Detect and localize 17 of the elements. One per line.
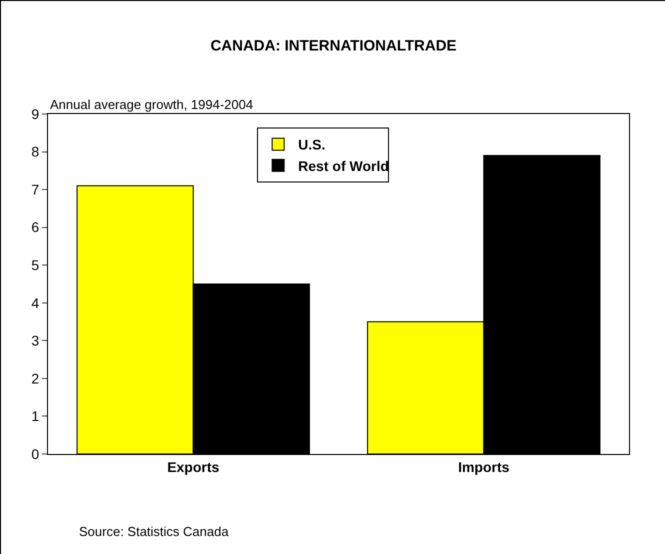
x-tick-label: Exports bbox=[167, 458, 220, 475]
y-tick-label: 0 bbox=[31, 446, 40, 462]
y-tick-label: 7 bbox=[31, 181, 40, 198]
source-note: Source: Statistics Canada bbox=[79, 524, 230, 539]
chart-title: CANADA: INTERNATIONALTRADE bbox=[210, 37, 457, 54]
y-tick-label: 3 bbox=[31, 332, 40, 349]
y-tick-label: 6 bbox=[31, 219, 40, 236]
y-tick-label: 9 bbox=[31, 106, 40, 122]
y-axis-title: Annual average growth, 1994-2004 bbox=[50, 97, 254, 112]
y-tick-label: 1 bbox=[31, 408, 40, 424]
x-tick-label: Imports bbox=[458, 458, 510, 475]
legend-label: Rest of World bbox=[298, 158, 389, 174]
legend-label: U.S. bbox=[298, 136, 326, 153]
y-tick-label: 2 bbox=[31, 370, 40, 386]
y-tick-label: 4 bbox=[31, 294, 40, 311]
y-tick-label: 8 bbox=[31, 144, 40, 160]
y-tick-label: 5 bbox=[31, 257, 40, 274]
